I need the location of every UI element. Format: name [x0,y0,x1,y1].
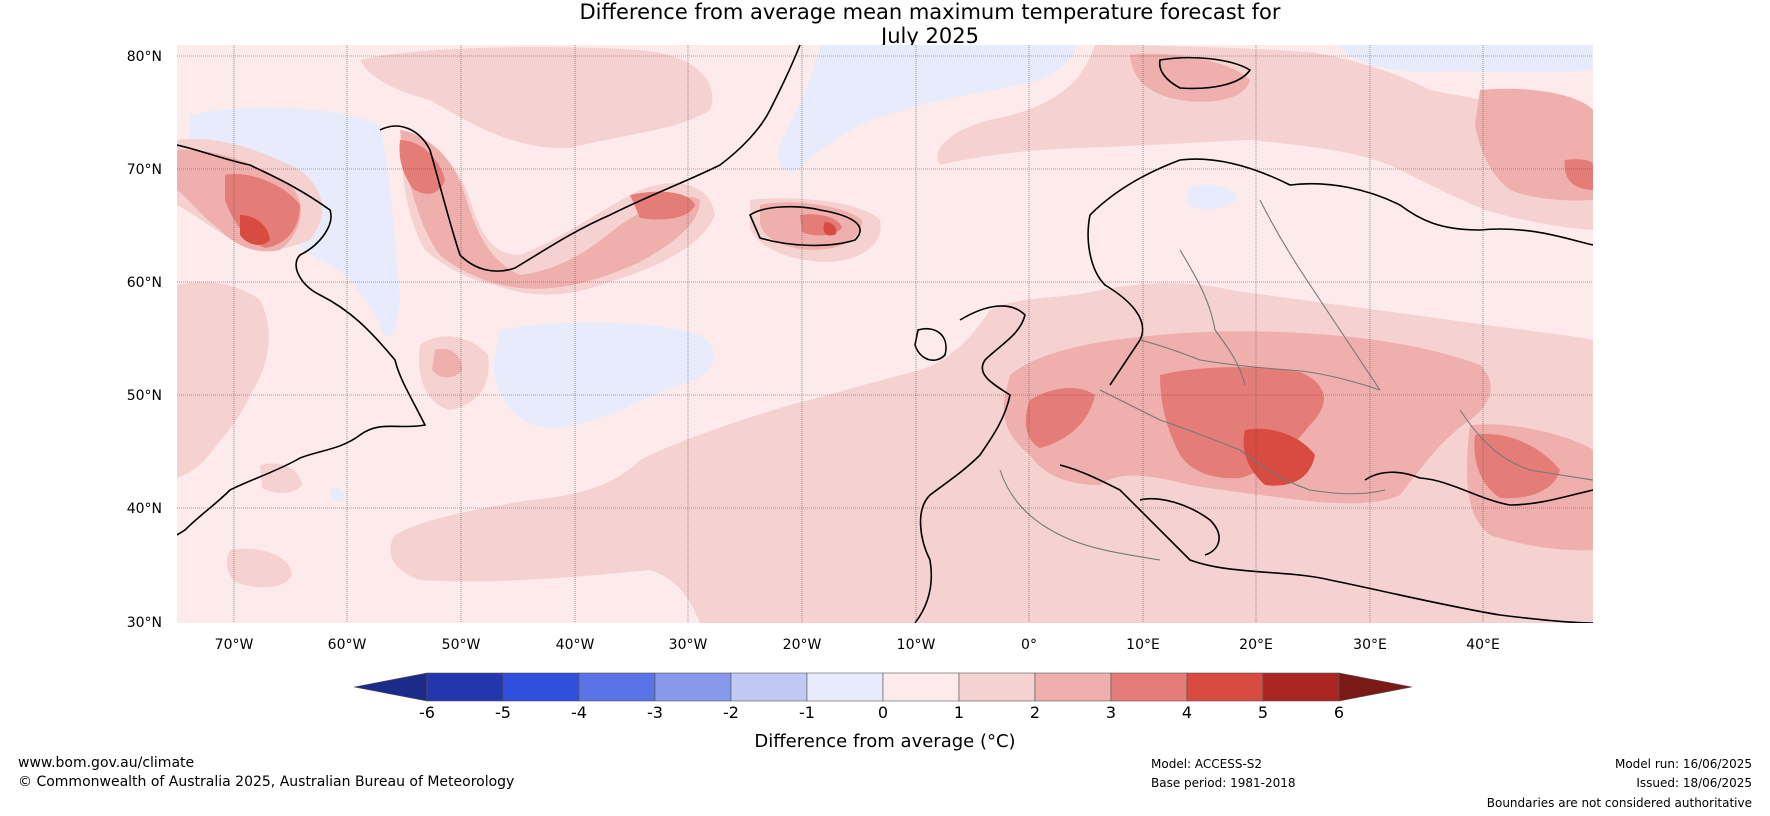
lat-label: 70°N [127,162,162,178]
model-name: Model: ACCESS-S2 [1151,757,1263,771]
copyright-notice: © Commonwealth of Australia 2025, Austra… [18,774,515,790]
lat-label: 50°N [127,388,162,404]
title-line-1: Difference from average mean maximum tem… [579,0,1281,24]
lon-label: 30°E [1353,637,1387,653]
lon-label: 30°W [669,637,708,653]
lat-label: 30°N [127,615,162,631]
title-line-2: July 2025 [881,24,979,48]
lon-label: 20°W [783,637,822,653]
colorbar-tick-label: -6 [419,703,435,722]
lon-label: 0° [1021,637,1037,653]
colorbar-tick-label: 1 [954,703,964,722]
model-run-date: Model run: 16/06/2025 [1614,757,1752,771]
graticule [177,45,1593,623]
colorbar-segment [502,672,580,702]
chart-title: Difference from average mean maximum tem… [430,0,1430,48]
country-borders [999,199,1593,561]
website-link[interactable]: www.bom.gov.au/climate [18,755,195,771]
colorbar-segment [1034,672,1112,702]
colorbar-tick-label: -4 [571,703,587,722]
lon-label: 70°W [215,637,254,653]
colorbar-segment [578,672,656,702]
lon-label: 40°E [1466,637,1500,653]
colorbar-segment [1262,672,1340,702]
colorbar-segment [654,672,732,702]
colorbar-segment [958,672,1036,702]
colorbar-tick-label: 4 [1182,703,1192,722]
lon-label: 10°E [1126,637,1160,653]
colorbar-tick-label: -5 [495,703,511,722]
colorbar-label: Difference from average (°C) [754,731,1015,752]
lon-label: 40°W [556,637,595,653]
lat-label: 40°N [127,501,162,517]
colorbar-segment [1186,672,1264,702]
colorbar-tick-label: -1 [799,703,815,722]
issued-date: Issued: 18/06/2025 [1636,776,1752,790]
colorbar-tick-label: 3 [1106,703,1116,722]
colorbar-segment [1110,672,1188,702]
lon-label: 50°W [442,637,481,653]
colorbar-tick-label: 6 [1334,703,1344,722]
colorbar-tick-label: -2 [723,703,739,722]
colorbar-tick-label: 2 [1030,703,1040,722]
colorbar-tick-label: 5 [1258,703,1268,722]
colorbar-segment [806,672,884,702]
colorbar-tick-label: -3 [647,703,663,722]
coastlines [177,45,1593,623]
lon-label: 60°W [328,637,367,653]
lat-label: 60°N [127,275,162,291]
lon-label: 10°W [897,637,936,653]
base-period: Base period: 1981-2018 [1151,776,1296,790]
map-area [177,45,1593,623]
colorbar-extend-low [353,672,428,702]
colorbar-segment [882,672,960,702]
lat-label: 80°N [127,49,162,65]
latitude-labels: 80°N 70°N 60°N 50°N 40°N 30°N [127,49,162,631]
colorbar-segment [730,672,808,702]
colorbar [353,672,1413,702]
longitude-labels: 70°W 60°W 50°W 40°W 30°W 20°W 10°W 0° 10… [215,637,1500,653]
colorbar-tick-labels: -6 -5 -4 -3 -2 -1 0 1 2 3 4 5 6 [419,703,1344,722]
colorbar-segment [426,672,504,702]
lon-label: 20°E [1239,637,1273,653]
anomaly-4-5 [240,215,1315,486]
colorbar-tick-label: 0 [878,703,888,722]
colorbar-extend-high [1338,672,1413,702]
boundaries-disclaimer: Boundaries are not considered authoritat… [1486,796,1752,810]
